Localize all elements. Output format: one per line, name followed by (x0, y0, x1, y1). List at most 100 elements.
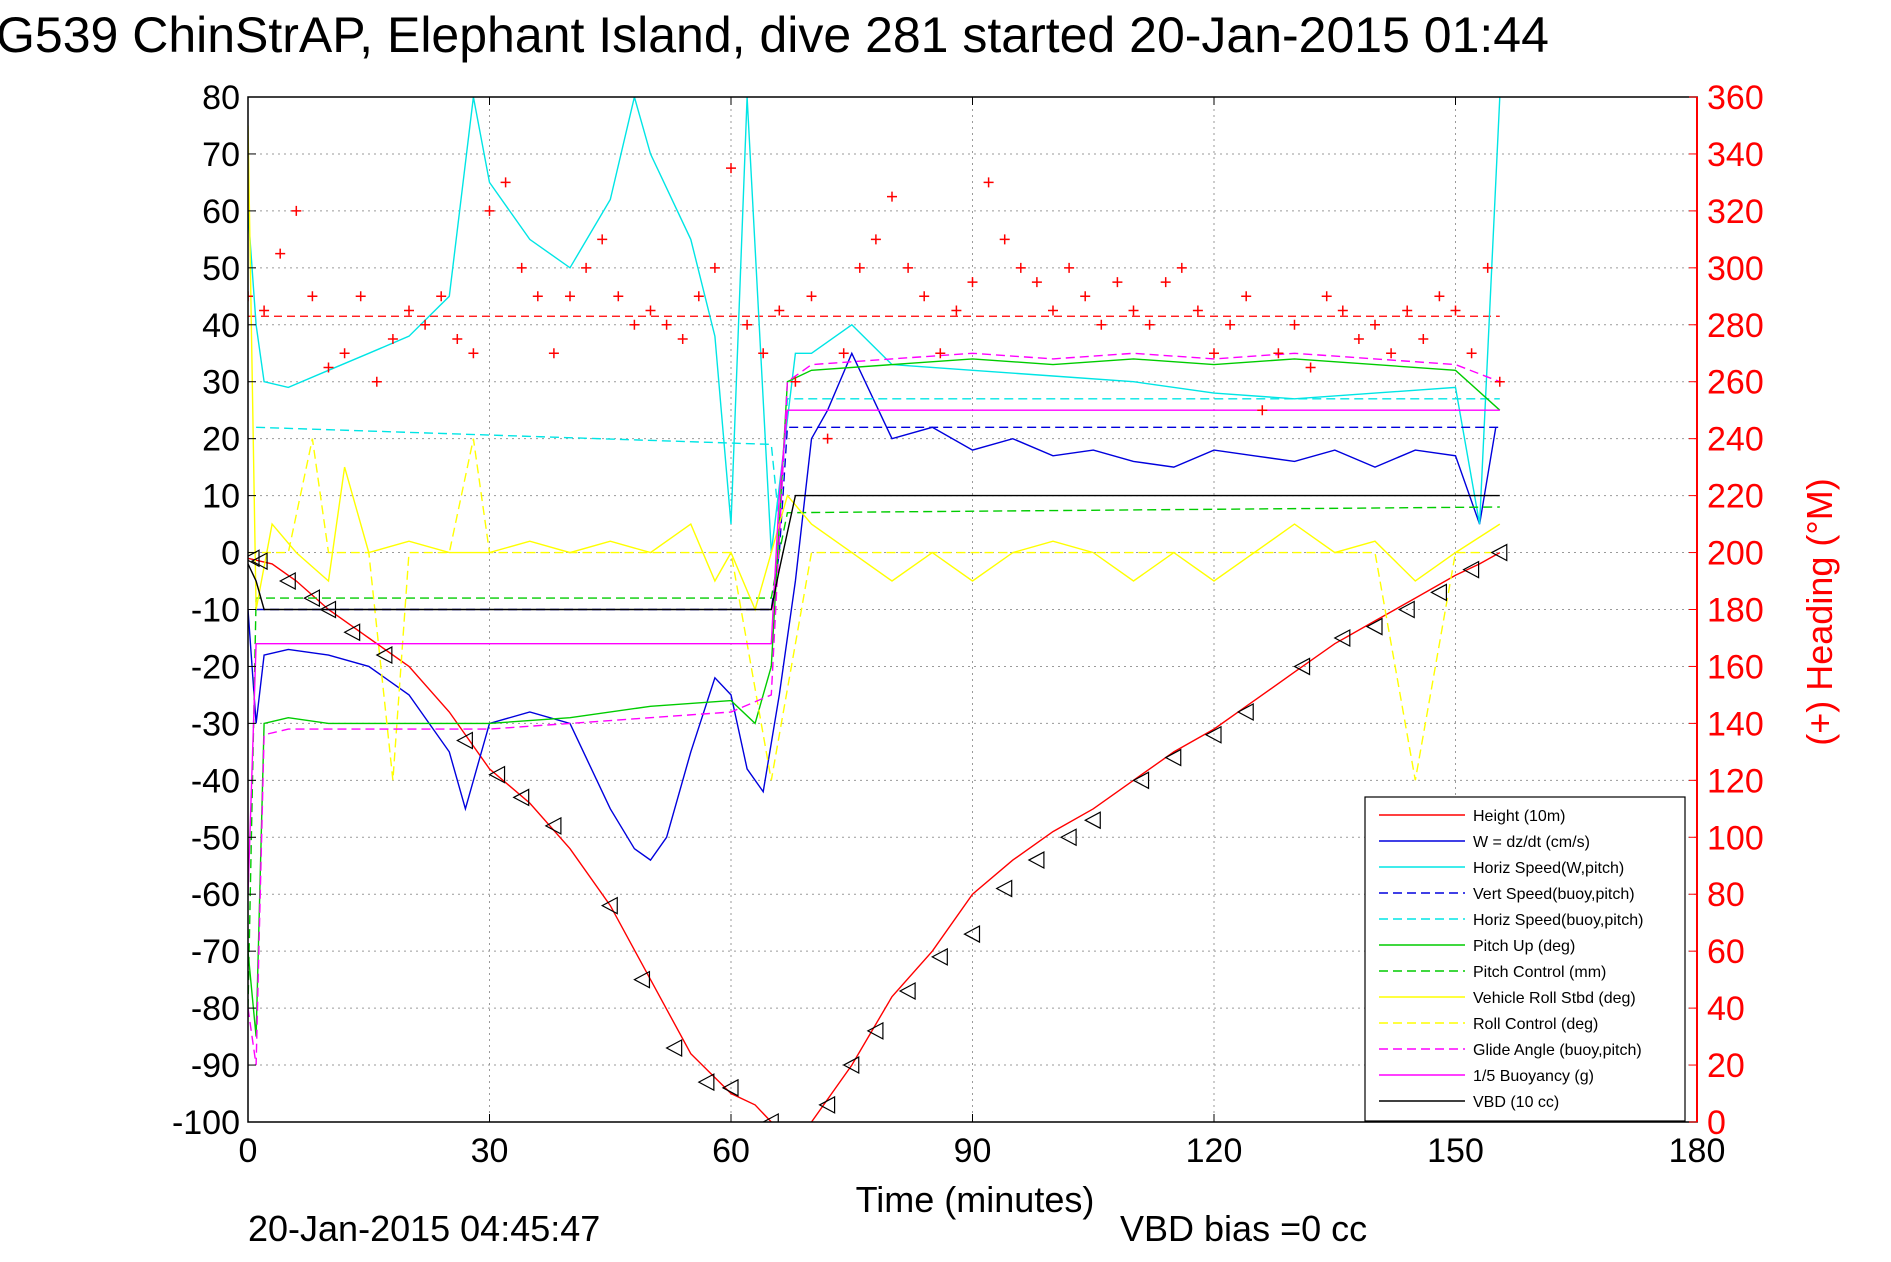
heading-point (629, 319, 640, 330)
triangle-marker (866, 1021, 884, 1040)
legend-entry: Glide Angle (buoy,pitch) (1473, 1042, 1642, 1059)
y-tick-label: -20 (191, 648, 240, 686)
heading-point (999, 234, 1010, 245)
x-axis-label: Time (minutes) (856, 1179, 1095, 1220)
right-tick-label: 140 (1707, 705, 1764, 743)
triangle-marker (1430, 583, 1447, 602)
heading-point (1466, 348, 1477, 359)
heading-point (1160, 277, 1171, 288)
legend-entry: W = dz/dt (cm/s) (1473, 834, 1590, 851)
triangle-marker (1204, 725, 1222, 744)
triangle-marker (842, 1056, 860, 1075)
triangle-marker (456, 731, 473, 750)
right-tick-label: 20 (1707, 1047, 1745, 1085)
y-tick-label: -30 (191, 705, 240, 743)
heading-point (822, 433, 833, 444)
triangle-marker (250, 552, 268, 571)
heading-point (1321, 291, 1332, 302)
triangle-marker (1027, 851, 1045, 870)
triangle-marker (761, 1113, 779, 1122)
triangle-marker (697, 1073, 715, 1092)
x-tick-label: 60 (712, 1132, 750, 1170)
heading-point (1048, 305, 1058, 316)
heading-point (758, 348, 769, 359)
triangle-marker (278, 572, 296, 591)
heading-point (371, 376, 382, 387)
y-tick-label: -90 (191, 1047, 240, 1085)
heading-point (1096, 319, 1107, 330)
heading-point (1064, 262, 1075, 273)
right-tick-label: 320 (1707, 193, 1764, 231)
heading-point (387, 334, 398, 345)
legend-entry: Roll Control (deg) (1473, 1016, 1598, 1033)
heading-point (967, 277, 978, 288)
x-tick-label: 0 (239, 1132, 258, 1170)
series-line-1 (248, 351, 1497, 862)
triangle-marker (319, 600, 337, 619)
legend-entry: Pitch Up (deg) (1473, 938, 1575, 955)
legend-entry: 1/5 Buoyancy (g) (1473, 1068, 1594, 1085)
series-line-10 (248, 409, 1500, 895)
triangle-marker (1397, 600, 1415, 619)
y-tick-label: -50 (191, 819, 240, 857)
right-tick-label: 300 (1707, 250, 1764, 288)
heading-point (806, 291, 817, 302)
legend-entry: VBD (10 cc) (1473, 1094, 1559, 1111)
y-tick-label: -10 (191, 592, 240, 630)
legend-entry: Horiz Speed(W,pitch) (1473, 860, 1624, 877)
series-line-0 (248, 551, 1501, 1122)
heading-point (404, 305, 414, 316)
heading-point (1192, 305, 1203, 316)
triangle-marker (1333, 628, 1351, 647)
right-tick-label: 60 (1707, 933, 1745, 971)
right-tick-label: 100 (1707, 819, 1764, 857)
y-tick-label: 50 (202, 250, 240, 288)
heading-point (1176, 262, 1187, 273)
heading-point (1273, 348, 1284, 359)
heading-point (709, 262, 720, 273)
heading-point (500, 177, 511, 188)
y-tick-label: 0 (221, 535, 240, 573)
heading-point (516, 262, 527, 273)
legend-entry: Horiz Speed(buoy,pitch) (1473, 912, 1643, 929)
footer-vbd-bias: VBD bias =0 cc (1120, 1208, 1367, 1249)
triangle-marker (721, 1078, 739, 1097)
heading-point (1434, 291, 1445, 302)
series-line-2 (248, 97, 1501, 553)
heading-point (790, 376, 801, 387)
y-tick-label: 60 (202, 193, 240, 231)
heading-point (693, 291, 704, 302)
heading-point (548, 348, 559, 359)
right-tick-label: 240 (1707, 421, 1764, 459)
heading-point (1225, 319, 1236, 330)
heading-point (1241, 291, 1252, 302)
right-tick-label: 40 (1707, 990, 1745, 1028)
triangle-marker (375, 646, 393, 665)
heading-point (1353, 334, 1364, 345)
heading-point (1209, 348, 1219, 359)
right-tick-label: 280 (1707, 307, 1764, 345)
triangle-marker (1462, 560, 1480, 579)
heading-point (259, 305, 270, 316)
y-tick-label: -70 (191, 933, 240, 971)
right-tick-label: 180 (1707, 592, 1764, 630)
right-axis-label: (+) Heading (°M) (1799, 478, 1840, 745)
heading-point (726, 163, 736, 174)
heading-point (1402, 305, 1413, 316)
legend-entry: Vehicle Roll Stbd (deg) (1473, 990, 1636, 1007)
heading-point (597, 234, 608, 245)
right-tick-label: 80 (1707, 876, 1745, 914)
heading-point (484, 205, 495, 216)
x-tick-label: 150 (1427, 1132, 1484, 1170)
chart-title: G539 ChinStrAP, Elephant Island, dive 28… (0, 7, 1549, 63)
triangle-marker (1365, 617, 1383, 636)
heading-point (275, 248, 286, 259)
heading-point (903, 262, 914, 273)
heading-point (919, 291, 930, 302)
axes: 0 30 60 90 120 150 18080706050403020100-10-20-… (172, 79, 1764, 1170)
triangle-marker (1293, 657, 1311, 676)
heading-point (420, 319, 431, 330)
y-tick-label: -100 (172, 1104, 240, 1142)
x-tick-label: 180 (1669, 1132, 1726, 1170)
